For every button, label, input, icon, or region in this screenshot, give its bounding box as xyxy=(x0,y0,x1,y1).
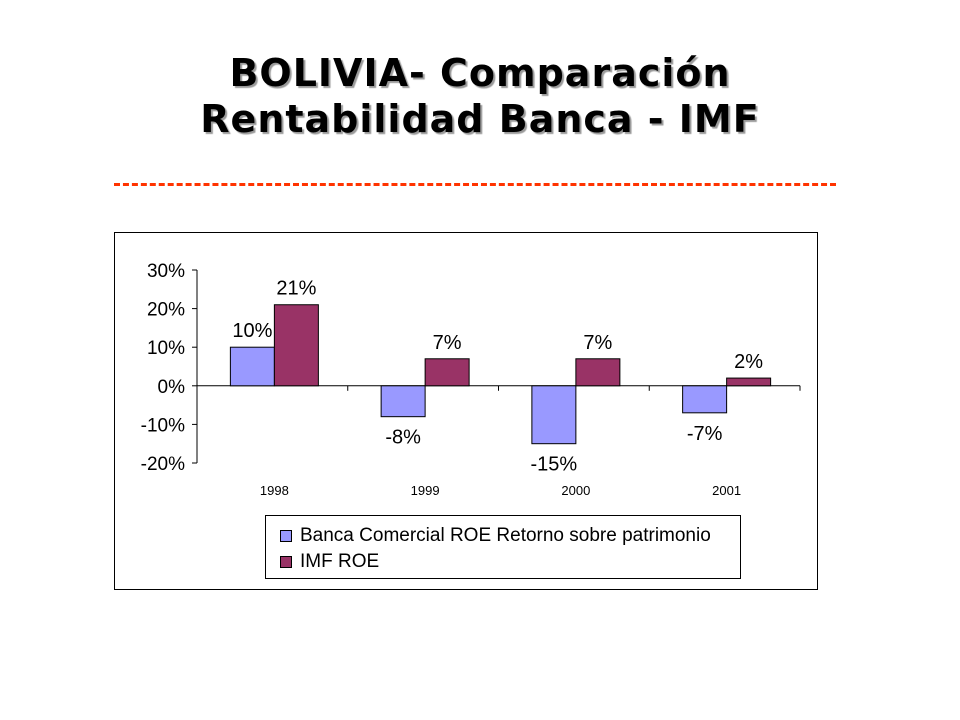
y-tick-label: 20% xyxy=(147,300,185,321)
title-line-2: Rentabilidad Banca - IMF xyxy=(200,97,760,141)
bar-imf-1999 xyxy=(424,358,470,387)
bar-imf-1998 xyxy=(273,304,319,387)
dashed-divider xyxy=(114,183,836,186)
y-tick-label: 0% xyxy=(158,377,186,398)
y-tick-label: 30% xyxy=(147,261,185,282)
x-category-label: 2001 xyxy=(712,483,741,498)
y-tick-label: -10% xyxy=(141,415,185,436)
data-label-imf-1998: 21% xyxy=(276,278,316,300)
bar-banca-2000 xyxy=(531,385,577,445)
legend-label-banca: Banca Comercial ROE Retorno sobre patrim… xyxy=(300,525,711,546)
bar-imf-2000 xyxy=(575,358,621,387)
data-label-imf-1999: 7% xyxy=(433,332,462,354)
data-label-banca-2001: -7% xyxy=(687,423,723,445)
x-category-label: 1998 xyxy=(260,483,289,498)
legend-swatch-imf xyxy=(280,556,292,568)
y-tick-label: 10% xyxy=(147,338,185,359)
data-label-banca-1998: 10% xyxy=(232,320,272,342)
legend-swatch-banca xyxy=(280,530,292,542)
legend-item-imf: IMF ROE xyxy=(280,550,379,574)
data-label-banca-2000: -15% xyxy=(531,454,578,476)
data-label-banca-1999: -8% xyxy=(385,427,421,449)
legend-label-imf: IMF ROE xyxy=(300,551,380,572)
x-category-label: 2000 xyxy=(561,483,590,498)
data-label-imf-2000: 7% xyxy=(583,332,612,354)
legend-item-banca: Banca Comercial ROE Retorno sobre patrim… xyxy=(280,524,711,548)
bar-banca-2001 xyxy=(682,385,728,414)
page-title: BOLIVIA- Comparación Rentabilidad Banca … xyxy=(0,50,960,142)
x-category-label: 1999 xyxy=(411,483,440,498)
bar-imf-2001 xyxy=(726,377,772,387)
bar-banca-1998 xyxy=(229,346,275,387)
y-tick-label: -20% xyxy=(141,454,185,475)
title-line-1: BOLIVIA- Comparación xyxy=(229,51,731,95)
data-label-imf-2001: 2% xyxy=(734,351,763,373)
chart-legend: Banca Comercial ROE Retorno sobre patrim… xyxy=(265,515,741,579)
bar-banca-1999 xyxy=(380,385,426,418)
